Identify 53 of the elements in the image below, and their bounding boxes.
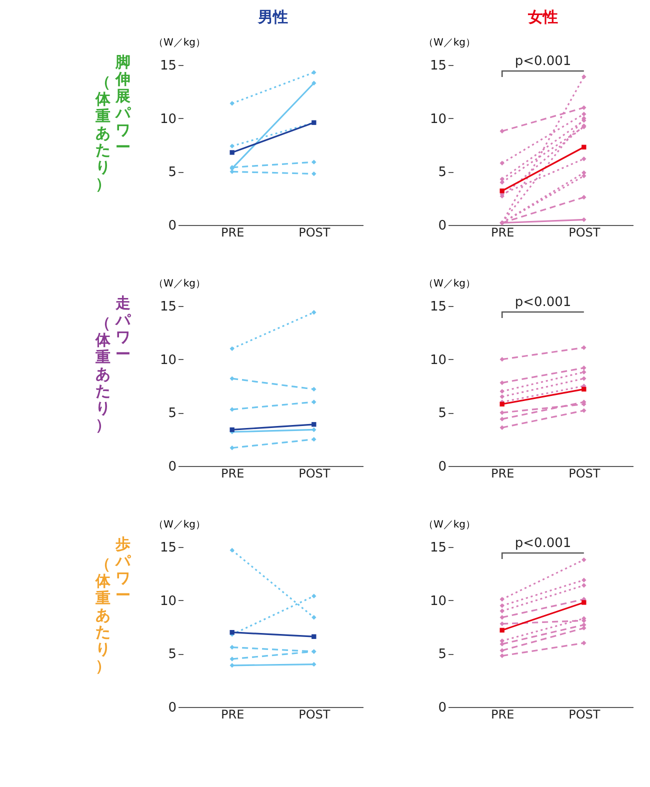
y-tick-label: 5 bbox=[438, 647, 446, 662]
text: （体重あたり） bbox=[94, 555, 112, 675]
annotation: p<0.001 bbox=[514, 295, 572, 310]
y-axis-title: （W／kg） bbox=[424, 520, 476, 530]
y-tick-label: 15 bbox=[160, 540, 176, 556]
text: 脚伸展パワー bbox=[114, 53, 132, 156]
y-tick-label: 0 bbox=[168, 218, 176, 234]
y-tick-label: 15 bbox=[430, 540, 446, 556]
x-tick-label: PRE bbox=[221, 226, 244, 240]
y-tick-label: 10 bbox=[430, 352, 446, 368]
y-tick-label: 15 bbox=[160, 300, 176, 314]
x-tick-label: PRE bbox=[491, 708, 514, 722]
y-axis-title: （W／kg） bbox=[154, 38, 206, 48]
y-axis-title: （W／kg） bbox=[154, 520, 206, 530]
y-axis-title: （W／kg） bbox=[154, 278, 206, 290]
y-tick-label: 15 bbox=[430, 300, 446, 314]
y-tick-label: 0 bbox=[438, 700, 446, 716]
y-tick-label: 5 bbox=[438, 406, 446, 422]
annotation: p<0.001 bbox=[514, 54, 572, 69]
chart-title: 女性 bbox=[527, 8, 558, 26]
x-tick-label: PRE bbox=[221, 708, 244, 722]
annotation: p<0.001 bbox=[514, 536, 572, 551]
x-tick-label: POST bbox=[298, 708, 331, 722]
y-tick-label: 5 bbox=[168, 165, 176, 180]
y-tick-label: 10 bbox=[160, 112, 176, 127]
x-tick-label: POST bbox=[298, 226, 331, 240]
y-tick-label: 0 bbox=[438, 460, 446, 474]
chart-title: 男性 bbox=[257, 8, 288, 26]
y-tick-label: 0 bbox=[438, 218, 446, 234]
y-tick-label: 0 bbox=[168, 700, 176, 716]
text: 走パワー bbox=[114, 294, 132, 363]
y-tick-label: 10 bbox=[430, 594, 446, 609]
text: （体重あたり） bbox=[94, 73, 112, 193]
y-axis-title: （W／kg） bbox=[424, 38, 476, 48]
y-tick-label: 10 bbox=[160, 594, 176, 609]
y-tick-label: 5 bbox=[168, 647, 176, 662]
text: 歩パワー bbox=[114, 535, 132, 604]
y-tick-label: 5 bbox=[438, 165, 446, 180]
x-tick-label: PRE bbox=[491, 466, 514, 480]
y-tick-label: 15 bbox=[160, 58, 176, 74]
x-tick-label: POST bbox=[568, 708, 601, 722]
x-tick-label: POST bbox=[298, 466, 331, 480]
y-tick-label: 10 bbox=[430, 112, 446, 127]
x-tick-label: POST bbox=[568, 466, 601, 480]
x-tick-label: PRE bbox=[221, 466, 244, 480]
text: （体重あたり） bbox=[94, 314, 112, 434]
y-tick-label: 0 bbox=[168, 460, 176, 474]
y-axis-title: （W／kg） bbox=[424, 278, 476, 290]
x-tick-label: POST bbox=[568, 226, 601, 240]
x-tick-label: PRE bbox=[491, 226, 514, 240]
y-tick-label: 5 bbox=[168, 406, 176, 422]
y-tick-label: 10 bbox=[160, 352, 176, 368]
y-tick-label: 15 bbox=[430, 58, 446, 74]
